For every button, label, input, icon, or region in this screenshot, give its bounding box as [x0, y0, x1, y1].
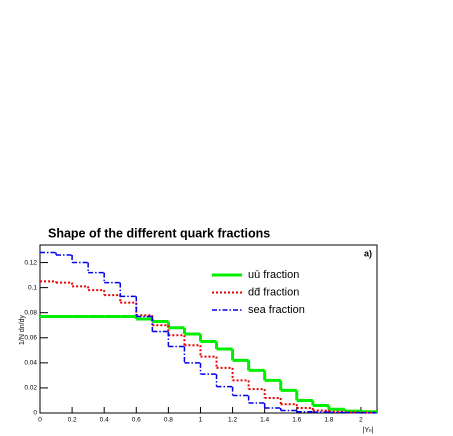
x-tick-label: 1.8 [324, 417, 333, 424]
y-tick-label: 0.1 [28, 284, 37, 291]
x-tick-label: 1 [199, 417, 203, 424]
x-axis-label: |Yₗₗ| [363, 427, 374, 434]
legend-label: dd̄ fraction [248, 286, 299, 298]
x-tick-label: 0.2 [68, 417, 77, 424]
y-axis-label: 1/N dn/dy [19, 315, 26, 345]
legend-label: sea fraction [248, 304, 305, 316]
x-tick-label: 0 [38, 417, 42, 424]
y-tick-label: 0.02 [24, 385, 37, 392]
x-tick-label: 1.4 [260, 417, 269, 424]
y-tick-label: 0.12 [24, 259, 37, 266]
panel-label: a) [364, 248, 372, 258]
legend-label: uū fraction [248, 269, 299, 281]
chart-title: Shape of the different quark fractions [48, 226, 270, 240]
y-tick-label: 0.08 [24, 309, 37, 316]
x-tick-label: 1.6 [292, 417, 301, 424]
plot-frame [39, 244, 378, 414]
x-tick-label: 0.4 [100, 417, 109, 424]
y-tick-label: 0.04 [24, 360, 37, 367]
x-tick-label: 2 [359, 417, 363, 424]
y-tick-label: 0 [33, 410, 37, 417]
x-tick-label: 1.2 [228, 417, 237, 424]
x-tick-label: 0.6 [132, 417, 141, 424]
x-tick-label: 0.8 [164, 417, 173, 424]
y-tick-label: 0.06 [24, 334, 37, 341]
